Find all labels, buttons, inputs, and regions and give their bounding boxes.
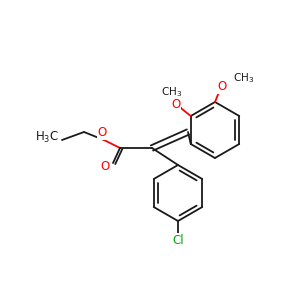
- Text: $\mathregular{H_3C}$: $\mathregular{H_3C}$: [35, 129, 59, 145]
- Text: O: O: [100, 160, 109, 172]
- Text: $\mathregular{CH_3}$: $\mathregular{CH_3}$: [161, 85, 182, 99]
- Text: O: O: [218, 80, 226, 94]
- Text: $\mathregular{CH_3}$: $\mathregular{CH_3}$: [233, 71, 254, 85]
- Text: Cl: Cl: [172, 233, 184, 247]
- Text: O: O: [98, 127, 106, 140]
- Text: O: O: [171, 98, 180, 110]
